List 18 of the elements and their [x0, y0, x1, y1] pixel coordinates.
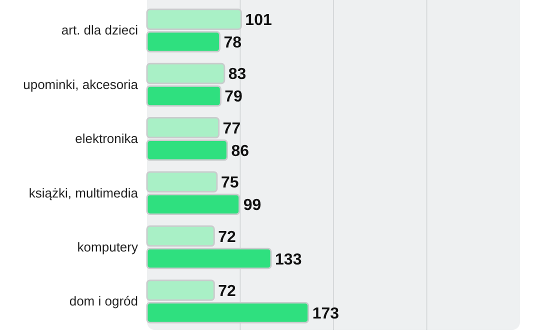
data-label: 77 [222, 120, 241, 138]
data-label: 133 [275, 251, 302, 268]
y-tick-label: elektronika [75, 131, 139, 146]
data-label: 79 [224, 88, 243, 106]
data-label: 78 [224, 34, 242, 52]
y-tick-label: komputery [77, 239, 138, 254]
y-tick-label: dom i ogród [69, 294, 138, 309]
data-label: 72 [218, 282, 236, 300]
data-label: 173 [312, 305, 340, 322]
y-tick-label: upominki, akcesoria [23, 76, 139, 92]
data-label: 101 [245, 12, 272, 30]
data-label: 99 [243, 197, 262, 214]
data-label: 75 [220, 174, 239, 192]
data-label: 72 [218, 228, 236, 246]
y-tick-label: książki, multimedia [28, 185, 139, 200]
data-label: 86 [231, 142, 250, 160]
data-label: 83 [228, 66, 246, 84]
y-tick-label: art. dla dzieci [61, 22, 138, 38]
